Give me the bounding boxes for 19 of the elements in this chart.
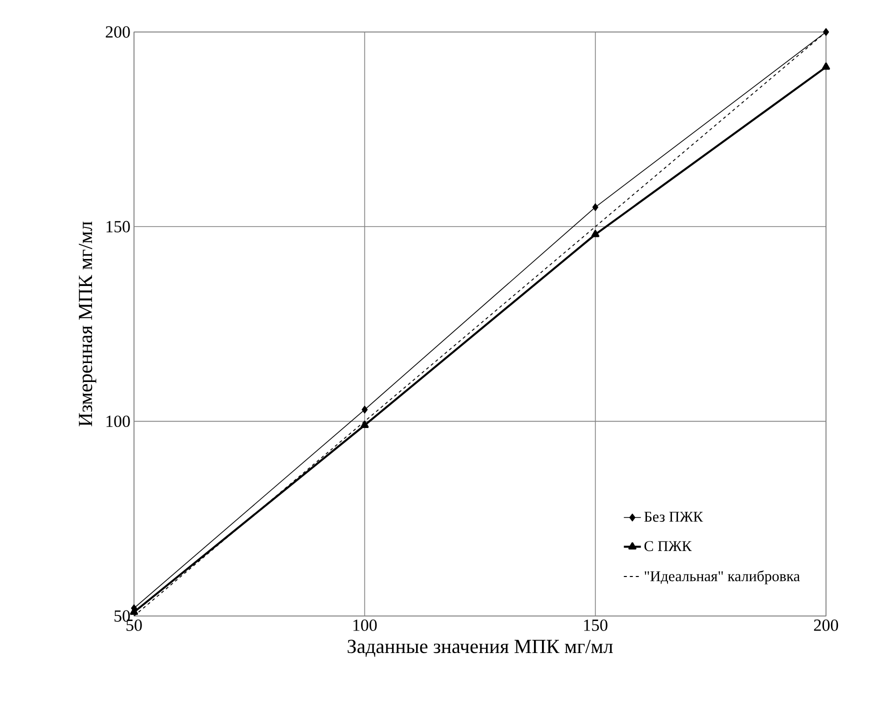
x-axis-title: Заданные значения МПК мг/мл	[348, 640, 613, 657]
legend-label: "Идеальная" калибровка	[644, 570, 800, 584]
legend-label: Без ПЖК	[644, 512, 704, 522]
point	[362, 406, 368, 414]
point	[822, 62, 830, 70]
point	[592, 203, 598, 212]
point	[591, 230, 600, 238]
x-tick-label: 200	[814, 620, 838, 631]
y-tick-label: 200	[106, 26, 130, 38]
y-tick-label: 150	[106, 220, 130, 232]
x-tick-label: 150	[584, 620, 608, 631]
x-tick-label: 50	[126, 620, 142, 631]
y-axis-title: Измеренная МПК мг/мл	[78, 222, 96, 426]
legend-label: С ПЖК	[644, 541, 692, 552]
point	[822, 28, 830, 36]
point	[360, 420, 369, 428]
y-tick-label: 100	[106, 416, 130, 428]
x-tick-label: 100	[353, 620, 377, 631]
y-tick-label: 50	[114, 610, 130, 622]
